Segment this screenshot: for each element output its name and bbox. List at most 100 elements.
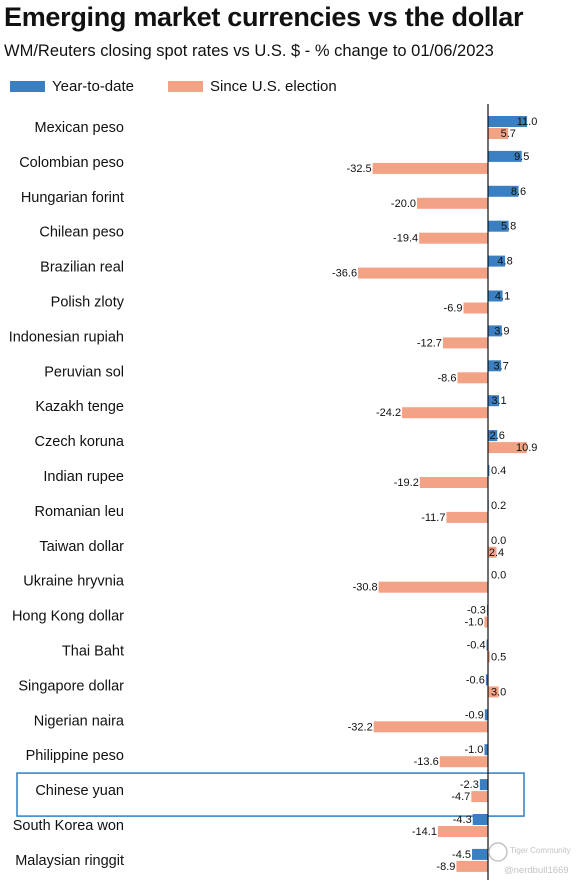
legend-item-ytd: Year-to-date xyxy=(10,78,134,95)
bar-ytd-chinese-yuan xyxy=(479,779,488,791)
bar-election-romanian-leu xyxy=(446,511,488,523)
value-label-election-polish-zloty: -6.9 xyxy=(444,303,463,315)
value-label-election-chilean-peso: -19.4 xyxy=(393,233,418,245)
bar-ytd-indian-rupee xyxy=(488,465,490,476)
bar-election-nigerian-naira xyxy=(373,721,488,733)
value-label-ytd-indonesian-rupiah: 3.9 xyxy=(494,325,509,337)
value-label-election-south-korea-won: -14.1 xyxy=(412,826,437,838)
bar-election-chilean-peso xyxy=(419,232,488,244)
bar-ytd-czech-koruna xyxy=(488,430,498,442)
legend-label-election: Since U.S. election xyxy=(210,78,337,95)
category-label-colombian-peso: Colombian peso xyxy=(19,155,124,171)
value-label-ytd-philippine-peso: -1.0 xyxy=(464,744,483,756)
category-label-polish-zloty: Polish zloty xyxy=(51,295,125,311)
watermark-handle: @nerdbull1669 xyxy=(504,865,569,876)
value-label-ytd-colombian-peso: 9.5 xyxy=(514,151,529,163)
category-label-kazakh-tenge: Kazakh tenge xyxy=(35,399,124,415)
category-label-mexican-peso: Mexican peso xyxy=(35,120,124,136)
bar-election-chinese-yuan xyxy=(471,791,488,803)
bar-election-peruvian-sol xyxy=(457,372,488,384)
value-label-ytd-peruvian-sol: 3.7 xyxy=(493,360,508,372)
bar-election-brazilian-real xyxy=(358,267,488,279)
bar-election-polish-zloty xyxy=(463,302,488,314)
bar-election-ukraine-hryvnia xyxy=(378,581,488,593)
value-label-election-romanian-leu: -11.7 xyxy=(421,512,445,524)
bar-election-taiwan-dollar xyxy=(488,546,497,558)
value-label-ytd-chilean-peso: 5.8 xyxy=(501,221,516,233)
chart-title: Emerging market currencies vs the dollar xyxy=(4,2,524,32)
bar-election-czech-koruna xyxy=(488,442,527,454)
category-label-romanian-leu: Romanian leu xyxy=(35,504,124,520)
value-label-ytd-indian-rupee: 0.4 xyxy=(491,465,506,477)
category-label-nigerian-naira: Nigerian naira xyxy=(34,713,125,729)
bar-ytd-chilean-peso xyxy=(488,220,509,232)
value-label-ytd-czech-koruna: 2.6 xyxy=(490,430,505,442)
category-label-chilean-peso: Chilean peso xyxy=(39,225,124,241)
bar-election-colombian-peso xyxy=(372,162,488,174)
value-label-ytd-brazilian-real: 4.8 xyxy=(497,256,512,268)
category-label-hong-kong-dollar: Hong Kong dollar xyxy=(12,609,124,625)
legend-item-election: Since U.S. election xyxy=(168,78,337,95)
value-label-election-hong-kong-dollar: -1.0 xyxy=(464,617,483,629)
value-label-election-philippine-peso: -13.6 xyxy=(414,756,439,768)
value-label-election-ukraine-hryvnia: -30.8 xyxy=(353,582,378,594)
category-label-south-korea-won: South Korea won xyxy=(13,818,124,834)
value-label-election-malaysian-ringgit: -8.9 xyxy=(436,861,455,873)
value-label-election-kazakh-tenge: -24.2 xyxy=(376,407,401,419)
bar-ytd-mexican-peso xyxy=(488,116,528,127)
bar-ytd-south-korea-won xyxy=(472,814,488,825)
highlight-box-chinese-yuan xyxy=(16,772,525,817)
value-label-ytd-malaysian-ringgit: -4.5 xyxy=(452,849,471,861)
category-label-ukraine-hryvnia: Ukraine hryvnia xyxy=(23,574,125,590)
bar-ytd-philippine-peso xyxy=(484,744,488,756)
legend-swatch-ytd xyxy=(10,81,45,92)
bar-ytd-kazakh-tenge xyxy=(488,395,500,407)
bar-ytd-indonesian-rupiah xyxy=(488,325,502,337)
bar-ytd-singapore-dollar xyxy=(485,674,488,686)
category-label-malaysian-ringgit: Malaysian ringgit xyxy=(15,853,124,869)
bar-election-mexican-peso xyxy=(488,128,509,139)
legend-label-ytd: Year-to-date xyxy=(52,78,135,95)
value-label-election-indian-rupee: -19.2 xyxy=(394,477,419,489)
bar-ytd-hungarian-forint xyxy=(488,185,519,197)
value-label-election-colombian-peso: -32.5 xyxy=(347,163,372,175)
category-label-indonesian-rupiah: Indonesian rupiah xyxy=(9,329,124,345)
category-label-thai-baht: Thai Baht xyxy=(62,644,124,660)
value-label-ytd-taiwan-dollar: 0.0 xyxy=(491,535,506,547)
bar-ytd-colombian-peso xyxy=(488,150,522,162)
category-label-singapore-dollar: Singapore dollar xyxy=(18,678,124,694)
tiger-logo-icon xyxy=(488,842,508,862)
value-label-ytd-south-korea-won: -4.3 xyxy=(453,814,472,826)
value-label-ytd-thai-baht: -0.4 xyxy=(467,640,486,652)
value-label-election-nigerian-naira: -32.2 xyxy=(348,721,373,733)
value-label-election-indonesian-rupiah: -12.7 xyxy=(417,337,442,349)
value-label-ytd-mexican-peso: 11.0 xyxy=(517,116,538,128)
category-label-peruvian-sol: Peruvian sol xyxy=(44,364,124,380)
category-label-indian-rupee: Indian rupee xyxy=(43,469,124,485)
bar-election-indian-rupee xyxy=(419,477,488,488)
category-label-chinese-yuan: Chinese yuan xyxy=(35,783,124,799)
bar-election-kazakh-tenge xyxy=(402,407,488,419)
value-label-ytd-kazakh-tenge: 3.1 xyxy=(491,395,506,407)
value-label-ytd-nigerian-naira: -0.9 xyxy=(465,709,484,721)
bar-election-hong-kong-dollar xyxy=(484,616,488,628)
value-label-election-brazilian-real: -36.6 xyxy=(332,268,357,280)
category-label-taiwan-dollar: Taiwan dollar xyxy=(39,539,124,555)
value-label-ytd-romanian-leu: 0.2 xyxy=(491,500,506,512)
category-label-brazilian-real: Brazilian real xyxy=(40,260,124,276)
value-label-election-mexican-peso: 5.7 xyxy=(501,128,516,140)
value-label-ytd-chinese-yuan: -2.3 xyxy=(460,779,479,791)
bar-ytd-polish-zloty xyxy=(488,290,503,302)
bar-ytd-malaysian-ringgit xyxy=(472,848,488,860)
category-label-hungarian-forint: Hungarian forint xyxy=(21,190,124,206)
bar-election-indonesian-rupiah xyxy=(442,337,488,349)
value-label-ytd-hungarian-forint: 8.6 xyxy=(511,186,526,198)
category-label-czech-koruna: Czech koruna xyxy=(35,434,125,450)
value-label-election-chinese-yuan: -4.7 xyxy=(451,791,470,803)
value-label-election-czech-koruna: 10.9 xyxy=(516,442,537,454)
chart-subtitle: WM/Reuters closing spot rates vs U.S. $ … xyxy=(4,42,494,60)
value-label-election-hungarian-forint: -20.0 xyxy=(391,198,416,210)
bar-election-hungarian-forint xyxy=(417,197,488,209)
bar-election-south-korea-won xyxy=(437,826,488,837)
